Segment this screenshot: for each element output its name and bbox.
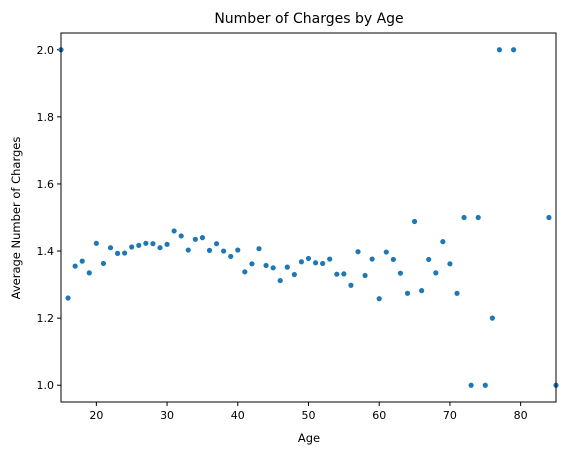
data-point — [122, 250, 128, 256]
data-point — [369, 256, 375, 262]
data-point — [426, 256, 432, 263]
data-point — [348, 282, 354, 288]
data-point — [136, 242, 142, 248]
x-tick-label: 60 — [372, 409, 386, 422]
data-points — [58, 47, 559, 388]
data-point — [263, 262, 269, 269]
data-point — [221, 248, 227, 254]
data-point — [228, 253, 234, 260]
data-point — [468, 382, 474, 388]
data-point — [213, 241, 220, 247]
data-point — [143, 240, 149, 246]
data-point — [461, 214, 467, 221]
data-point — [320, 260, 326, 267]
y-axis-label: Average Number of Charges — [9, 137, 23, 300]
data-point — [72, 263, 78, 269]
x-tick-label: 70 — [443, 409, 457, 422]
x-axis-label: Age — [298, 431, 320, 445]
data-point — [277, 277, 283, 284]
data-point — [157, 245, 163, 251]
data-point — [256, 246, 262, 252]
data-point — [79, 258, 85, 264]
plot-frame — [60, 32, 557, 403]
y-tick-label: 1.4 — [37, 245, 55, 258]
data-point — [327, 256, 333, 262]
data-point — [496, 47, 503, 53]
data-point — [93, 240, 99, 246]
data-point — [510, 47, 517, 53]
y-tick-label: 1.8 — [37, 111, 55, 124]
data-point — [489, 315, 495, 321]
data-point — [305, 255, 312, 262]
data-point — [397, 270, 404, 276]
data-point — [86, 270, 92, 276]
data-point — [178, 233, 184, 239]
data-point — [270, 265, 276, 271]
data-point — [440, 239, 446, 245]
data-point — [454, 290, 460, 296]
data-point — [334, 271, 340, 277]
data-point — [235, 247, 241, 253]
data-point — [185, 247, 191, 253]
chart-title: Number of Charges by Age — [214, 11, 403, 27]
x-tick-label: 40 — [231, 409, 245, 422]
y-tick-label: 1.6 — [37, 178, 55, 191]
data-point — [114, 250, 121, 256]
data-point — [362, 272, 368, 279]
data-point — [206, 247, 213, 253]
y-tick-label: 1.0 — [37, 379, 55, 392]
data-point — [447, 261, 453, 267]
data-point — [404, 290, 411, 296]
data-point — [171, 228, 177, 234]
data-point — [411, 218, 418, 225]
data-point — [291, 271, 297, 278]
data-point — [390, 256, 396, 263]
x-tick-label: 80 — [514, 409, 528, 422]
data-point — [376, 296, 382, 302]
data-point — [298, 259, 305, 265]
data-point — [100, 260, 107, 267]
data-point — [242, 269, 248, 275]
x-axis-ticks: 20 30 40 50 60 70 80 — [89, 402, 528, 422]
y-tick-label: 1.2 — [37, 312, 55, 325]
data-point — [312, 260, 319, 266]
data-point — [65, 295, 71, 301]
data-point — [192, 236, 198, 242]
data-point — [419, 288, 425, 294]
data-point — [199, 235, 206, 241]
data-point — [355, 249, 361, 255]
data-point — [249, 261, 255, 267]
data-point — [482, 382, 488, 388]
data-point — [164, 241, 170, 247]
data-point — [433, 270, 439, 276]
y-tick-label: 2.0 — [37, 44, 55, 57]
x-tick-label: 50 — [302, 409, 316, 422]
y-axis-ticks: 1.0 1.2 1.4 1.6 1.8 2.0 — [37, 44, 61, 392]
x-tick-label: 30 — [160, 409, 174, 422]
data-point — [383, 249, 389, 255]
x-tick-label: 20 — [89, 409, 103, 422]
data-point — [150, 241, 156, 247]
data-point — [284, 264, 290, 270]
data-point — [546, 214, 552, 221]
data-point — [475, 214, 481, 221]
data-point — [341, 271, 347, 277]
data-point — [129, 244, 135, 250]
data-point — [107, 245, 114, 251]
